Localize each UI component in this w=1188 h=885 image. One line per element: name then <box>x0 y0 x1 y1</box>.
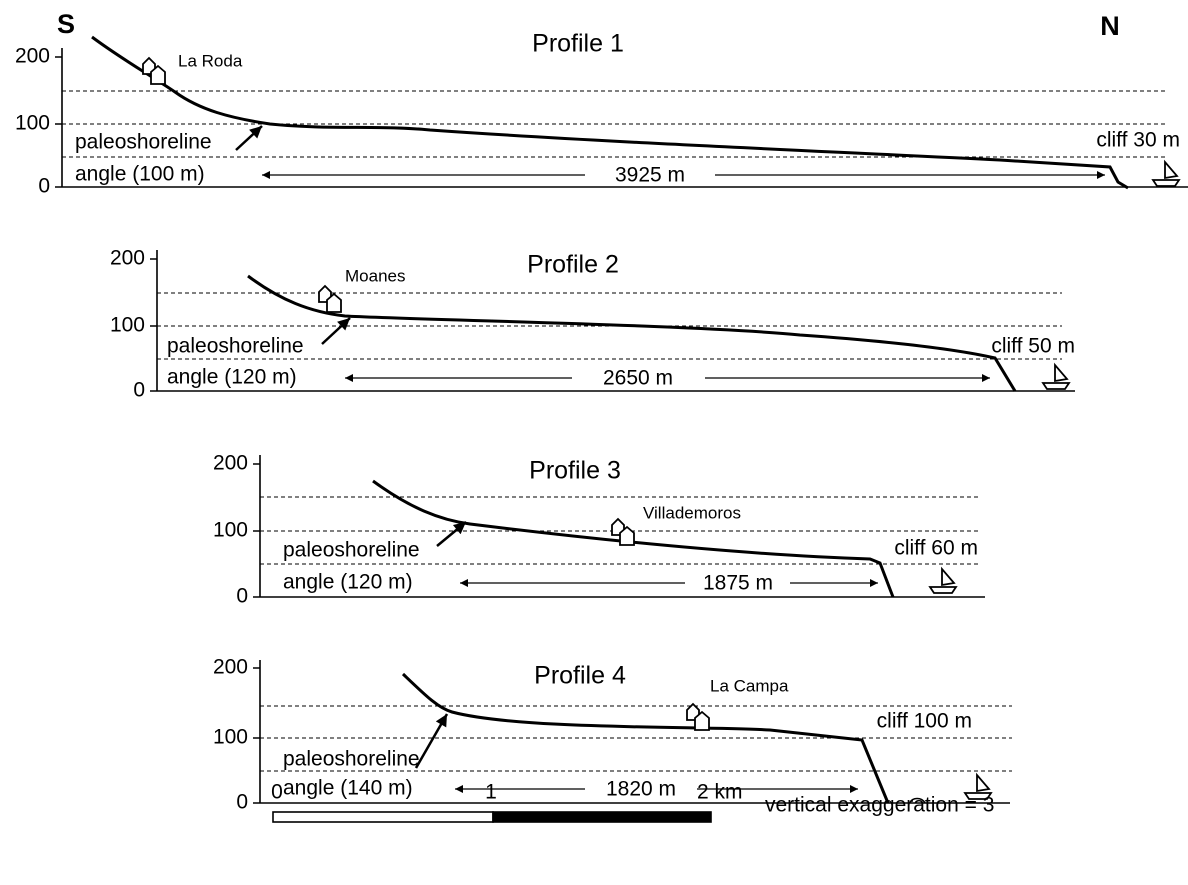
profile-3: 0 100 200 Profile 3 Villademoros paleosh… <box>213 452 985 608</box>
paleoshoreline-label: paleoshoreline <box>283 748 420 771</box>
profile-line <box>92 37 1128 188</box>
pointer-arrow <box>236 126 262 150</box>
angle-label: angle (140 m) <box>283 777 413 800</box>
profile-1: 0 100 200 Profile 1 La Roda paleoshoreli… <box>15 30 1188 198</box>
house-icon <box>687 704 709 730</box>
cliff-label: cliff 100 m <box>877 710 972 733</box>
cliff-label: cliff 50 m <box>991 335 1075 358</box>
scale-segment-black <box>493 812 711 822</box>
reference-lines <box>62 91 1165 157</box>
angle-label: angle (120 m) <box>283 571 413 594</box>
pointer-arrow <box>416 714 447 768</box>
south-label: S <box>57 9 75 39</box>
y-tick-label: 100 <box>213 726 248 749</box>
y-tick-label: 0 <box>236 585 248 608</box>
scale-label: 1 <box>485 781 497 804</box>
cliff-label: cliff 30 m <box>1096 129 1180 152</box>
angle-label: angle (100 m) <box>75 163 205 186</box>
cliff-label: cliff 60 m <box>894 537 978 560</box>
y-tick-label: 200 <box>110 247 145 270</box>
house-icon <box>143 58 165 84</box>
pointer-arrow <box>322 318 350 344</box>
boat-icon <box>930 569 956 593</box>
figure: S N 0 100 200 Profile 1 La Roda paleosho… <box>0 0 1188 885</box>
y-tick-label: 200 <box>15 45 50 68</box>
y-tick-label: 200 <box>213 656 248 679</box>
y-tick-label: 100 <box>213 519 248 542</box>
distance-label: 2650 m <box>603 367 673 390</box>
town-label: La Campa <box>710 676 789 695</box>
distance-label: 1820 m <box>606 778 676 801</box>
y-tick-label: 100 <box>110 314 145 337</box>
profile-2: 0 100 200 Profile 2 Moanes paleoshorelin… <box>110 247 1075 402</box>
exaggeration-note: vertical exaggeration = 3 <box>765 794 994 817</box>
y-tick-label: 200 <box>213 452 248 475</box>
pointer-arrow <box>437 522 466 546</box>
profile-title: Profile 2 <box>527 251 619 279</box>
town-label: La Roda <box>178 51 243 70</box>
profile-title: Profile 1 <box>532 30 624 58</box>
town-label: Villademoros <box>643 503 741 522</box>
boat-icon <box>1153 162 1179 186</box>
y-tick-label: 100 <box>15 112 50 135</box>
y-tick-label: 0 <box>38 175 50 198</box>
profile-4: 0 100 200 Profile 4 La Campa paleoshorel… <box>213 656 1012 814</box>
house-icon <box>319 286 341 312</box>
y-tick-label: 0 <box>236 791 248 814</box>
town-label: Moanes <box>345 266 405 285</box>
profile-title: Profile 3 <box>529 457 621 485</box>
boat-icon <box>1043 365 1069 389</box>
angle-label: angle (120 m) <box>167 366 297 389</box>
profile-title: Profile 4 <box>534 662 626 690</box>
paleoshoreline-label: paleoshoreline <box>75 131 212 154</box>
scale-label: 0 <box>271 781 283 804</box>
paleoshoreline-label: paleoshoreline <box>283 539 420 562</box>
scale-label: 2 km <box>697 781 743 804</box>
distance-label: 3925 m <box>615 164 685 187</box>
paleoshoreline-label: paleoshoreline <box>167 335 304 358</box>
distance-label: 1875 m <box>703 572 773 595</box>
y-tick-label: 0 <box>133 379 145 402</box>
north-label: N <box>1100 11 1120 41</box>
scale-segment-white <box>273 812 493 822</box>
